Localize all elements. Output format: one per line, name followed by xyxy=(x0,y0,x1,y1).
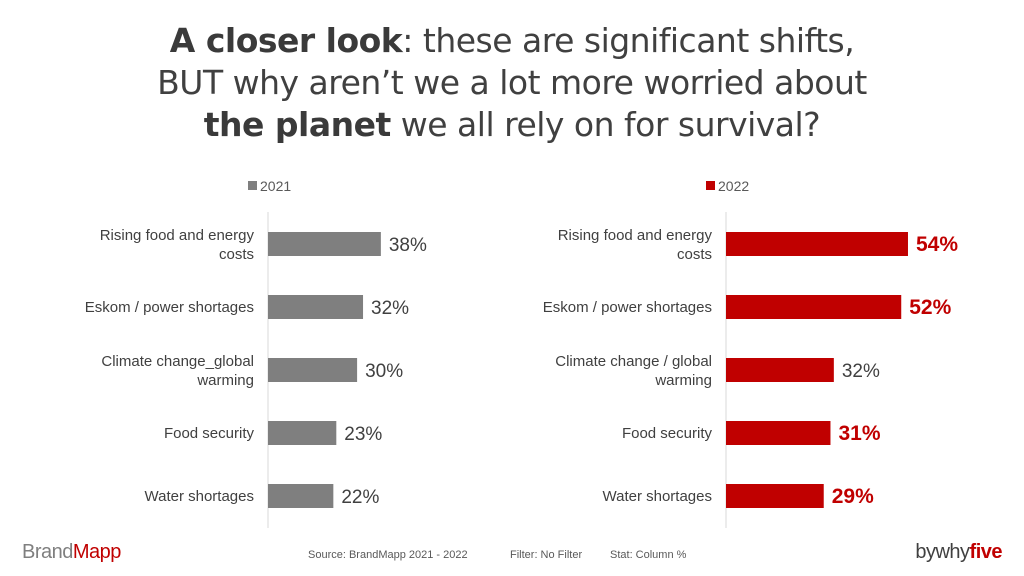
category-label: Rising food and energy xyxy=(100,227,255,244)
bar xyxy=(268,358,358,382)
data-label: 54% xyxy=(916,233,958,256)
bar xyxy=(726,232,908,256)
slide-title: A closer look: these are significant shi… xyxy=(0,20,1024,146)
whyfive-logo: bywhyfive xyxy=(915,541,1002,563)
brandmapp-logo: BrandMapp xyxy=(22,541,121,563)
legend-label: 2021 xyxy=(260,178,291,194)
category-label: Water shortages xyxy=(603,488,713,505)
data-label: 23% xyxy=(344,424,382,445)
bar xyxy=(268,484,334,508)
category-label: Eskom / power shortages xyxy=(85,299,254,316)
title-text: we all rely on for survival? xyxy=(390,105,821,144)
bar xyxy=(268,295,364,319)
legend-label: 2022 xyxy=(718,178,749,194)
title-bold: the planet xyxy=(203,105,392,144)
category-label: warming xyxy=(196,372,254,389)
bar xyxy=(726,421,831,445)
category-label: Climate change_global xyxy=(101,353,254,370)
category-label: costs xyxy=(219,246,254,263)
data-label: 38% xyxy=(389,235,427,256)
category-label: Climate change / global xyxy=(555,353,712,370)
source-note: Source: BrandMapp 2021 - 2022 xyxy=(308,549,468,561)
category-label: Food security xyxy=(164,425,255,442)
data-label: 30% xyxy=(365,361,403,382)
data-label: 29% xyxy=(832,485,874,508)
bar xyxy=(268,232,381,256)
category-label: Eskom / power shortages xyxy=(543,299,712,316)
legend-swatch xyxy=(248,181,257,190)
data-label: 31% xyxy=(838,422,880,445)
bar xyxy=(726,484,824,508)
legend-swatch xyxy=(706,181,715,190)
data-label: 32% xyxy=(371,298,409,319)
bar xyxy=(726,295,902,319)
stat-note: Stat: Column % xyxy=(610,549,687,561)
data-label: 22% xyxy=(341,487,379,508)
filter-note: Filter: No Filter xyxy=(510,549,583,561)
bar xyxy=(726,358,834,382)
title-text: : these are significant shifts, xyxy=(402,21,855,60)
data-label: 52% xyxy=(909,296,951,319)
category-label: costs xyxy=(677,246,712,263)
category-label: warming xyxy=(654,372,712,389)
data-label: 32% xyxy=(842,361,880,382)
category-label: Food security xyxy=(622,425,713,442)
bar xyxy=(268,421,337,445)
category-label: Rising food and energy xyxy=(558,227,713,244)
title-line2: BUT why aren’t we a lot more worried abo… xyxy=(157,63,867,102)
category-label: Water shortages xyxy=(145,488,255,505)
title-bold: A closer look xyxy=(169,21,403,60)
